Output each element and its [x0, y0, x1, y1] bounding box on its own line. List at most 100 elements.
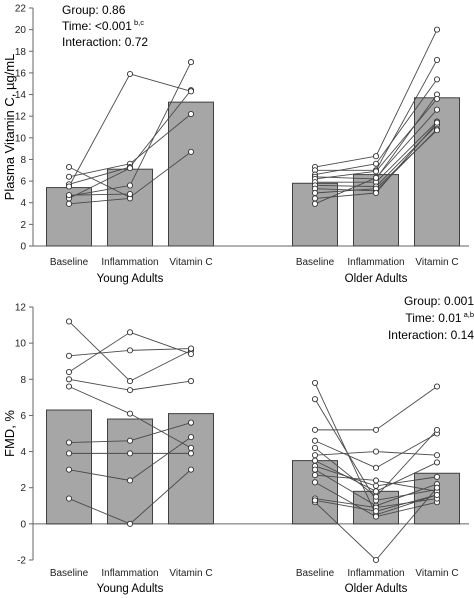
subject-point	[187, 434, 195, 441]
subject-line	[68, 321, 131, 382]
subject-line	[129, 349, 192, 382]
subject-point	[372, 153, 380, 160]
subject-line	[129, 73, 192, 92]
subject-point	[372, 477, 380, 484]
subject-point	[433, 491, 441, 498]
group-label: Young Adults	[97, 583, 164, 595]
subject-line	[375, 429, 438, 498]
y-tick-label: 8	[20, 375, 26, 386]
y-tick-label: -2	[17, 556, 26, 567]
subject-line	[375, 94, 438, 180]
subject-point	[65, 376, 73, 383]
subject-point	[65, 352, 73, 359]
y-tick-label: 18	[15, 47, 27, 58]
subject-point	[65, 163, 73, 171]
y-tick-label: 14	[15, 90, 27, 101]
subject-point	[126, 70, 134, 78]
subject-line	[314, 398, 377, 501]
subject-point	[65, 318, 73, 325]
subject-line	[375, 79, 438, 165]
subject-line	[68, 73, 131, 187]
stat-annotation: Interaction: 0.72	[62, 35, 148, 49]
subject-point	[126, 347, 134, 354]
subject-line	[129, 151, 192, 198]
subject-line	[314, 163, 377, 176]
subject-point	[187, 466, 195, 473]
y-tick-label: 10	[15, 339, 27, 350]
category-label: Baseline	[296, 257, 335, 268]
subject-point	[311, 497, 319, 504]
category-label: Vitamin C	[169, 568, 212, 579]
subject-line	[314, 499, 377, 512]
subject-point	[433, 452, 441, 459]
subject-line	[68, 163, 131, 178]
subject-line	[314, 440, 377, 469]
subject-line	[375, 501, 438, 518]
subject-point	[187, 110, 195, 118]
subject-line	[375, 386, 438, 431]
fmd-panel: -2 0 2 4 6 8 10 12 FMD, % Baseline Inflammation Vit…	[2, 294, 474, 595]
y-tick-label: 6	[20, 411, 26, 422]
subject-point	[311, 452, 319, 459]
y-tick-label: 4	[20, 447, 26, 458]
subject-line	[375, 122, 438, 194]
y-tick-label: 0	[20, 242, 26, 253]
subject-point	[372, 160, 380, 167]
subject-point	[126, 437, 134, 444]
subject-line	[68, 193, 131, 196]
subject-point	[187, 88, 195, 95]
y-tick-label: 16	[15, 68, 27, 79]
subject-point	[433, 26, 441, 33]
subject-point	[433, 56, 441, 63]
subject-line	[314, 451, 377, 456]
group-label: Older Adults	[345, 273, 408, 285]
category-label: Inflammation	[347, 568, 404, 579]
subject-line	[375, 129, 438, 189]
subject-point	[187, 345, 195, 352]
group-label: Young Adults	[97, 273, 164, 285]
subject-point	[187, 444, 195, 452]
subject-point	[372, 493, 380, 500]
subject-point	[126, 450, 134, 457]
subject-point	[311, 466, 319, 473]
subject-line	[375, 121, 438, 183]
y-tick-label: 0	[20, 519, 26, 530]
subject-point	[187, 350, 195, 358]
subject-line	[68, 184, 131, 197]
subject-point	[187, 450, 195, 457]
subject-line	[375, 29, 438, 157]
subject-point	[65, 439, 73, 446]
subject-point	[372, 488, 380, 495]
subject-point	[372, 556, 380, 564]
y-tick-label: 22	[15, 4, 27, 15]
subject-line	[129, 89, 192, 168]
subject-line	[68, 440, 131, 443]
subject-line	[314, 498, 377, 509]
subject-point	[65, 183, 73, 190]
subject-point	[311, 379, 319, 386]
subject-line	[314, 481, 377, 518]
stat-annotation: Time: 0.01 a,b	[405, 310, 474, 325]
subject-point	[65, 450, 73, 457]
subject-point	[433, 426, 441, 433]
subject-point	[126, 520, 134, 527]
stat-annotation: Group: 0.86	[62, 3, 126, 17]
subject-point	[65, 200, 73, 207]
subject-point	[126, 378, 134, 385]
subject-line	[375, 487, 438, 561]
subject-line	[68, 349, 131, 357]
subject-line	[314, 177, 377, 205]
subject-line	[314, 188, 377, 192]
subject-line	[375, 98, 438, 172]
category-label: Vitamin C	[169, 257, 212, 268]
y-tick-label: 12	[15, 112, 27, 123]
subject-point	[126, 387, 134, 394]
y-tick-label: 2	[20, 220, 26, 231]
subject-line	[68, 167, 131, 199]
subject-point	[311, 426, 319, 433]
subject-line	[68, 378, 131, 391]
subject-line	[375, 480, 438, 492]
subject-point	[372, 168, 380, 175]
subject-line	[129, 436, 192, 481]
